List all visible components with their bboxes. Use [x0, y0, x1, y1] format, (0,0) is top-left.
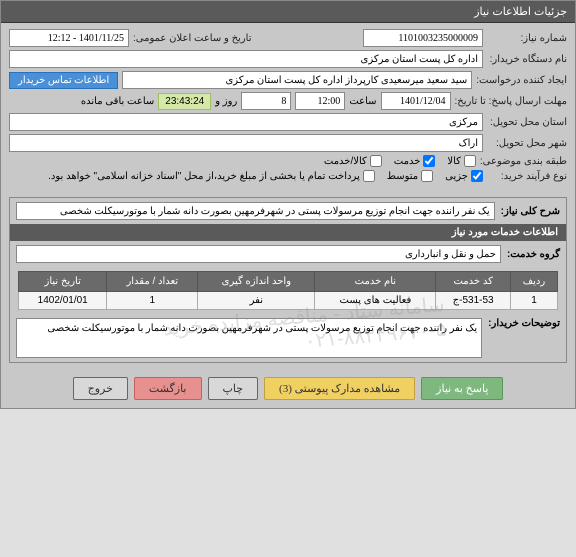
service-group-input[interactable] [16, 245, 501, 263]
creator-label: ایجاد کننده درخواست: [476, 75, 567, 86]
th-row: ردیف [511, 272, 558, 292]
description-section: شرح کلی نیاز: اطلاعات خدمات مورد نیاز گر… [9, 197, 567, 363]
deadline-date-input[interactable] [381, 92, 451, 110]
proc-small-label: جزیی [445, 171, 468, 182]
proc-medium-label: متوسط [387, 171, 418, 182]
proc-small-checkbox[interactable]: جزیی [445, 170, 483, 182]
proc-medium-input[interactable] [421, 170, 433, 182]
form-section: شماره نیاز: تاریخ و ساعت اعلان عمومی: نا… [1, 23, 575, 191]
category-label: طبقه بندی موضوعی: [480, 156, 567, 167]
exit-button[interactable]: خروج [73, 377, 128, 400]
print-button[interactable]: چاپ [208, 377, 259, 400]
cat-goods-service-input[interactable] [370, 155, 382, 167]
proc-medium-checkbox[interactable]: متوسط [387, 170, 433, 182]
cell-name: فعالیت های پست [315, 292, 436, 310]
cat-goods-service-label: کالا/خدمت [324, 156, 367, 167]
page-title: جزئیات اطلاعات نیاز [474, 6, 567, 18]
main-desc-input[interactable] [16, 202, 495, 220]
contact-info-button[interactable]: اطلاعات تماس خریدار [9, 72, 118, 89]
cell-date: 1402/01/01 [19, 292, 107, 310]
th-unit: واحد اندازه گیری [198, 272, 315, 292]
proc-note-checkbox[interactable]: پرداخت تمام یا بخشی از مبلغ خرید،از محل … [48, 170, 375, 182]
main-desc-label: شرح کلی نیاز: [501, 206, 560, 217]
cat-goods-checkbox[interactable]: کالا [447, 155, 476, 167]
cell-row: 1 [511, 292, 558, 310]
cat-goods-label: کالا [447, 156, 461, 167]
page-header: جزئیات اطلاعات نیاز [1, 1, 575, 23]
deadline-label: مهلت ارسال پاسخ: تا تاریخ: [455, 96, 567, 107]
button-bar: پاسخ به نیاز مشاهده مدارک پیوستی (3) چاپ… [1, 369, 575, 408]
respond-button[interactable]: پاسخ به نیاز [421, 377, 503, 400]
time-label-1: ساعت [349, 96, 376, 107]
buyer-org-label: نام دستگاه خریدار: [487, 54, 567, 65]
buyer-notes-input[interactable] [16, 318, 482, 358]
th-qty: تعداد / مقدار [107, 272, 198, 292]
cat-goods-input[interactable] [464, 155, 476, 167]
proc-note-input[interactable] [363, 170, 375, 182]
proc-small-input[interactable] [471, 170, 483, 182]
province-label: استان محل تحویل: [487, 117, 567, 128]
creator-input[interactable] [122, 71, 472, 89]
days-label: روز و [215, 96, 237, 107]
th-name: نام خدمت [315, 272, 436, 292]
attachments-button[interactable]: مشاهده مدارک پیوستی (3) [264, 377, 415, 400]
cat-service-checkbox[interactable]: خدمت [394, 155, 436, 167]
province-input[interactable] [9, 113, 483, 131]
cell-code: 531-53-ج [436, 292, 511, 310]
services-table: ردیف کد خدمت نام خدمت واحد اندازه گیری ت… [18, 271, 558, 310]
deadline-time-input[interactable] [295, 92, 345, 110]
need-number-label: شماره نیاز: [487, 33, 567, 44]
announce-label: تاریخ و ساعت اعلان عمومی: [133, 33, 252, 44]
proc-note-label: پرداخت تمام یا بخشی از مبلغ خرید،از محل … [48, 171, 360, 182]
return-button[interactable]: بازگشت [134, 377, 202, 400]
cell-unit: نفر [198, 292, 315, 310]
city-input[interactable] [9, 134, 483, 152]
table-row[interactable]: 1 531-53-ج فعالیت های پست نفر 1 1402/01/… [19, 292, 558, 310]
th-code: کد خدمت [436, 272, 511, 292]
city-label: شهر محل تحویل: [487, 138, 567, 149]
cat-service-input[interactable] [423, 155, 435, 167]
cat-service-label: خدمت [394, 156, 421, 167]
process-label: نوع فرآیند خرید: [487, 171, 567, 182]
table-container: ردیف کد خدمت نام خدمت واحد اندازه گیری ت… [10, 267, 566, 314]
service-group-label: گروه خدمت: [507, 249, 560, 260]
days-input[interactable] [241, 92, 291, 110]
services-header: اطلاعات خدمات مورد نیاز [10, 224, 566, 241]
announce-input[interactable] [9, 29, 129, 47]
buyer-notes-label: توضیحات خریدار: [488, 318, 560, 329]
remaining-label: ساعت باقی مانده [81, 96, 154, 107]
cell-qty: 1 [107, 292, 198, 310]
buyer-org-input[interactable] [9, 50, 483, 68]
need-number-input[interactable] [363, 29, 483, 47]
cat-goods-service-checkbox[interactable]: کالا/خدمت [324, 155, 382, 167]
remaining-time-badge: 23:43:24 [158, 93, 211, 110]
th-date: تاریخ نیاز [19, 272, 107, 292]
